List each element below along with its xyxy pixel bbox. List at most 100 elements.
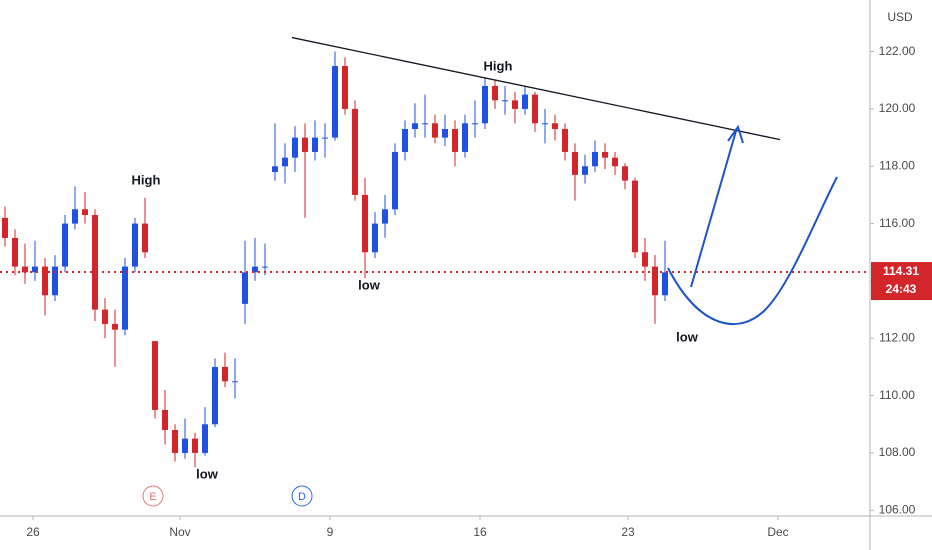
y-tick-label: 118.00 bbox=[879, 158, 915, 172]
candle-body bbox=[162, 409, 168, 430]
x-tick-label: Nov bbox=[169, 525, 190, 539]
last-price-label: 114.31 bbox=[883, 264, 919, 278]
y-tick-label: 122.00 bbox=[879, 44, 916, 58]
candle-body bbox=[242, 272, 248, 304]
candle-body bbox=[442, 129, 448, 138]
candle-body bbox=[532, 94, 538, 124]
plot-area bbox=[0, 36, 870, 468]
candle-body bbox=[512, 100, 518, 109]
candle-body bbox=[382, 209, 388, 224]
y-tick-label: 120.00 bbox=[879, 101, 916, 115]
candle-body bbox=[2, 217, 8, 238]
candle-body bbox=[522, 94, 528, 109]
candle-body bbox=[342, 65, 348, 109]
candle-body bbox=[62, 223, 68, 267]
candle-body bbox=[402, 129, 408, 152]
candle-body bbox=[482, 86, 488, 124]
event-marker[interactable] bbox=[142, 485, 164, 507]
x-tick-label: 26 bbox=[26, 525, 40, 539]
candle-body bbox=[182, 438, 188, 453]
countdown-label: 24:43 bbox=[886, 282, 917, 296]
y-tick-label: 108.00 bbox=[879, 445, 916, 459]
candle-body bbox=[582, 166, 588, 175]
candle-body bbox=[392, 151, 398, 210]
event-label[interactable]: D bbox=[298, 491, 306, 503]
candle-body bbox=[542, 123, 548, 125]
candle-body bbox=[12, 237, 18, 267]
candle-body bbox=[362, 194, 368, 253]
candle-body bbox=[462, 123, 468, 152]
annotation: low bbox=[676, 329, 699, 344]
candle-body bbox=[662, 272, 668, 296]
candle-body bbox=[322, 137, 328, 139]
candle-body bbox=[572, 151, 578, 175]
candle-body bbox=[272, 166, 278, 172]
trendline bbox=[291, 36, 781, 141]
x-tick-label: Dec bbox=[767, 525, 788, 539]
candle-body bbox=[312, 137, 318, 152]
candle-body bbox=[192, 438, 198, 453]
candle-body bbox=[252, 266, 258, 273]
x-tick-label: 9 bbox=[327, 525, 334, 539]
candle-body bbox=[92, 215, 98, 310]
annotation: low bbox=[196, 466, 219, 481]
candle-body bbox=[232, 381, 238, 383]
candle-body bbox=[432, 123, 438, 138]
candle-body bbox=[82, 209, 88, 215]
candle-body bbox=[552, 123, 558, 129]
y-tick-label: 112.00 bbox=[879, 330, 915, 344]
candle-body bbox=[32, 266, 38, 273]
candle-body bbox=[22, 266, 28, 273]
candle-body bbox=[172, 430, 178, 453]
candle-body bbox=[282, 157, 288, 167]
candle-body bbox=[652, 266, 658, 296]
candle-body bbox=[42, 266, 48, 296]
candle-body bbox=[212, 366, 218, 425]
candle-body bbox=[412, 123, 418, 129]
candle-body bbox=[52, 266, 58, 296]
candle-body bbox=[112, 323, 118, 330]
annotation: High bbox=[484, 58, 513, 73]
candle-body bbox=[72, 209, 78, 224]
candle-body bbox=[102, 309, 108, 324]
event-label[interactable]: E bbox=[149, 491, 156, 503]
y-tick-label: 106.00 bbox=[879, 502, 916, 516]
candle-body bbox=[602, 151, 608, 158]
forecast-curve bbox=[667, 176, 838, 325]
candle-body bbox=[372, 223, 378, 253]
event-marker[interactable] bbox=[291, 485, 313, 507]
candle-body bbox=[132, 223, 138, 267]
candle-body bbox=[262, 266, 268, 268]
candle-body bbox=[612, 157, 618, 167]
currency-label: USD bbox=[887, 10, 913, 24]
forecast-arrow bbox=[690, 130, 737, 288]
candle-body bbox=[632, 180, 638, 253]
annotation: High bbox=[132, 172, 161, 187]
candle-body bbox=[292, 137, 298, 158]
candle-body bbox=[122, 266, 128, 330]
candle-body bbox=[202, 424, 208, 453]
candle-body bbox=[332, 65, 338, 138]
candle-body bbox=[302, 137, 308, 152]
y-tick-label: 110.00 bbox=[879, 388, 915, 402]
candle-body bbox=[422, 123, 428, 125]
candle-body bbox=[592, 151, 598, 167]
candle-body bbox=[472, 123, 478, 125]
price-label-box bbox=[871, 262, 932, 301]
y-tick-label: 116.00 bbox=[879, 216, 915, 230]
candle-body bbox=[452, 129, 458, 152]
candle-body bbox=[142, 223, 148, 253]
candle-body bbox=[492, 86, 498, 101]
candle-body bbox=[352, 108, 358, 195]
candle-body bbox=[152, 341, 158, 410]
candle-body bbox=[622, 166, 628, 181]
x-tick-label: 16 bbox=[473, 525, 487, 539]
arrow-head bbox=[727, 124, 744, 144]
candle-body bbox=[642, 252, 648, 267]
candle-body bbox=[502, 100, 508, 102]
x-tick-label: 23 bbox=[621, 525, 635, 539]
candle-body bbox=[562, 129, 568, 152]
